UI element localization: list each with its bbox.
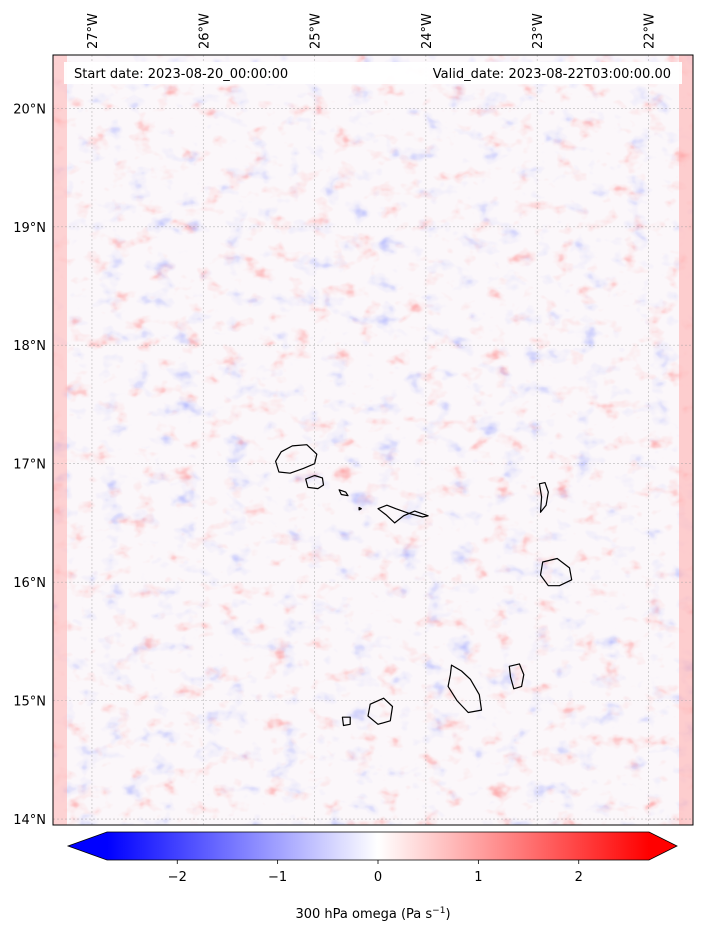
island-outline (447, 664, 483, 714)
latitude-ticks: 20°N 19°N 18°N 17°N 16°N 15°N 14°N (13, 102, 46, 828)
island-outline (305, 474, 325, 490)
lat-tick-label: 20°N (13, 102, 46, 117)
colorbar-tick-label: 0 (374, 870, 382, 885)
island-outline (275, 444, 318, 474)
colorbar-tick-label: 1 (474, 870, 482, 885)
lat-tick-label: 15°N (13, 695, 46, 710)
longitude-ticks: 27°W 26°W 25°W 24°W 23°W 22°W (86, 13, 658, 49)
islands (275, 444, 573, 727)
lat-tick-label: 16°N (13, 576, 46, 591)
colorbar-gradient (107, 832, 649, 860)
gridlines (53, 55, 693, 825)
colorbar-low-extend (68, 832, 107, 860)
colorbar-outline (66, 831, 678, 861)
valid-date-label: Valid_date: 2023-08-22T03:00:00.00 (433, 67, 671, 82)
lon-tick-label: 25°W (309, 13, 324, 49)
colorbar-ticks: −2 −1 0 1 2 (168, 860, 583, 885)
island-outline (358, 506, 362, 511)
header-box (64, 62, 682, 84)
colorbar-label: 300 hPa omega (Pa s−1) (295, 906, 450, 922)
island-outline (508, 663, 525, 690)
map-panel: Start date: 2023-08-20_00:00:00 Valid_da… (52, 54, 694, 826)
lon-tick-label: 22°W (642, 13, 657, 49)
lat-tick-label: 14°N (13, 813, 46, 828)
lon-tick-label: 27°W (86, 13, 101, 49)
colorbar-tick-label: −1 (268, 870, 287, 885)
start-date-label: Start date: 2023-08-20_00:00:00 (74, 67, 288, 82)
island-outline (539, 557, 573, 587)
omega-field (53, 55, 693, 825)
island-outline (538, 482, 549, 513)
lat-tick-label: 18°N (13, 339, 46, 354)
lon-tick-label: 23°W (531, 13, 546, 49)
lat-tick-label: 19°N (13, 221, 46, 236)
island-outline (367, 697, 394, 725)
lon-tick-label: 24°W (420, 13, 435, 49)
descent-shading (53, 55, 693, 825)
colorbar-tick-label: 2 (575, 870, 583, 885)
island-outline (377, 504, 429, 524)
right-edge-band (679, 55, 693, 825)
colorbar-tick-label: −2 (168, 870, 187, 885)
colorbar: −2 −1 0 1 2 300 hPa omega (Pa s−1) (66, 831, 678, 922)
colorbar-high-extend (649, 832, 677, 860)
lat-tick-label: 17°N (13, 458, 46, 473)
island-outline (341, 716, 351, 727)
map-frame (52, 54, 694, 826)
lon-tick-label: 26°W (197, 13, 212, 49)
left-edge-band (53, 55, 67, 825)
island-outline (338, 489, 349, 497)
